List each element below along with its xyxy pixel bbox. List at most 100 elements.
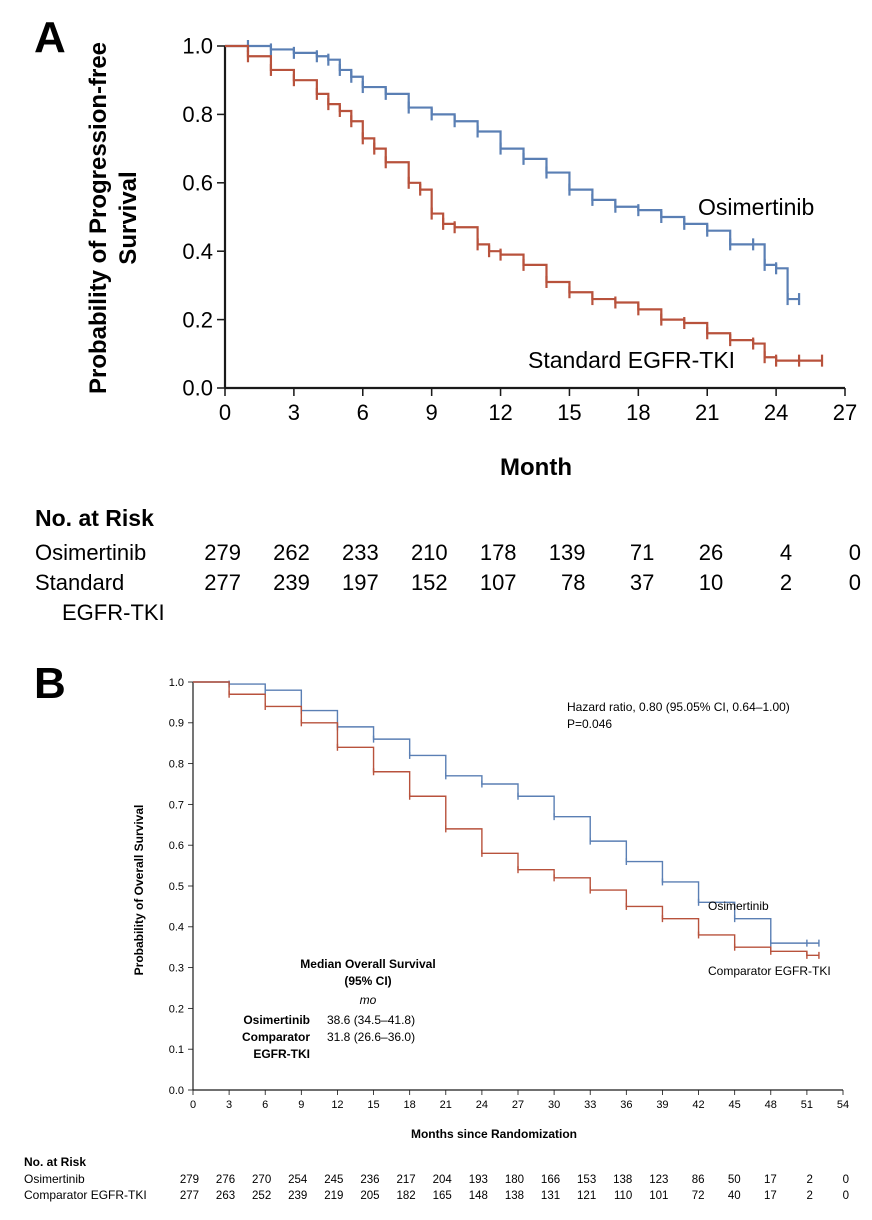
series-label-comparator-b: Comparator EGFR-TKI: [708, 964, 831, 978]
risk-value: 121: [577, 1190, 596, 1202]
x-tick-label: 24: [476, 1099, 488, 1111]
p-value-text: P=0.046: [567, 717, 612, 731]
y-tick-label: 0.1: [169, 1044, 184, 1056]
x-tick-label: 42: [692, 1099, 704, 1111]
y-tick-label: 0.4: [182, 239, 213, 264]
risk-value: 233: [342, 540, 379, 565]
series-line-comparator: [193, 681, 819, 957]
y-tick-label: 0.7: [169, 799, 184, 811]
panel-label-a: A: [34, 13, 66, 62]
chart-b: B Probability of Overall Survival 0.0 0.1…: [24, 659, 849, 1202]
risk-value: 263: [216, 1190, 235, 1202]
risk-value: 239: [288, 1190, 307, 1202]
series-label-osimertinib-b: Osimertinib: [708, 899, 769, 913]
x-tick-label: 6: [357, 400, 369, 425]
risk-value: 40: [728, 1190, 741, 1202]
y-tick-label: 0.2: [182, 307, 213, 332]
y-tick-label: 0.0: [182, 376, 213, 401]
risk-label-standard-a-line2: EGFR-TKI: [62, 600, 165, 625]
risk-title-b: No. at Risk: [24, 1155, 86, 1169]
risk-value: 139: [549, 540, 586, 565]
risk-value: 166: [541, 1174, 560, 1186]
risk-value: 178: [480, 540, 517, 565]
risk-value: 131: [541, 1190, 560, 1202]
median-label-comparator-line2: EGFR-TKI: [253, 1047, 310, 1061]
risk-value: 2: [806, 1174, 812, 1186]
x-tick-label: 33: [584, 1099, 596, 1111]
x-tick-label: 0: [219, 400, 231, 425]
y-axis-label-a-line2: Survival: [115, 171, 142, 264]
risk-value: 17: [764, 1190, 777, 1202]
risk-value: 110: [614, 1190, 632, 1202]
x-tick-label: 15: [367, 1099, 379, 1111]
y-tick-label: 1.0: [169, 677, 184, 689]
risk-value: 78: [561, 570, 585, 595]
risk-label-osimertinib-a: Osimertinib: [35, 540, 146, 565]
risk-value: 37: [630, 570, 654, 595]
x-tick-label: 18: [404, 1099, 416, 1111]
y-tick-label: 0.8: [169, 758, 184, 770]
y-tick-label: 0.3: [169, 962, 184, 974]
x-tick-label: 12: [331, 1099, 343, 1111]
risk-value: 270: [252, 1174, 271, 1186]
y-tick-label: 0.9: [169, 718, 184, 730]
risk-value: 252: [252, 1190, 271, 1202]
x-tick-label: 45: [729, 1099, 741, 1111]
panel-label-b: B: [34, 659, 66, 708]
risk-value: 138: [505, 1190, 524, 1202]
risk-value: 138: [613, 1174, 632, 1186]
y-tick-label: 0.0: [169, 1085, 184, 1097]
x-tick-label: 0: [190, 1099, 196, 1111]
risk-value: 26: [699, 540, 723, 565]
hazard-ratio-text: Hazard ratio, 0.80 (95.05% CI, 0.64–1.00…: [567, 700, 790, 714]
risk-value: 152: [411, 570, 448, 595]
y-tick-label: 1.0: [182, 34, 213, 59]
risk-value: 4: [780, 540, 792, 565]
risk-value: 10: [699, 570, 723, 595]
risk-value: 210: [411, 540, 448, 565]
risk-value: 197: [342, 570, 379, 595]
risk-label-osimertinib-b: Osimertinib: [24, 1172, 85, 1186]
risk-value: 193: [469, 1174, 488, 1186]
risk-value: 277: [204, 570, 241, 595]
risk-value: 107: [480, 570, 517, 595]
x-tick-label: 27: [833, 400, 857, 425]
median-label-comparator: Comparator: [242, 1030, 310, 1044]
x-tick-label: 54: [837, 1099, 849, 1111]
risk-value: 2: [780, 570, 792, 595]
x-tick-label: 6: [262, 1099, 268, 1111]
risk-value: 101: [649, 1190, 668, 1202]
x-tick-label: 9: [298, 1099, 304, 1111]
risk-value: 279: [204, 540, 241, 565]
risk-title-a: No. at Risk: [35, 505, 154, 531]
median-unit: mo: [360, 993, 377, 1007]
risk-value: 0: [843, 1174, 849, 1186]
risk-table-b: 279 276 270 254 245 236 217 204 193 180 166 153 138 1…: [180, 1174, 849, 1202]
series-label-standard-a: Standard EGFR-TKI: [528, 347, 735, 373]
x-tick-label: 39: [656, 1099, 668, 1111]
risk-value: 245: [324, 1174, 343, 1186]
x-tick-label: 36: [620, 1099, 632, 1111]
x-tick-label: 48: [765, 1099, 777, 1111]
risk-value: 72: [692, 1190, 705, 1202]
axes-b: 0.00.10.20.30.40.50.60.70.80.91.00 3 6 9 12 1…: [169, 677, 849, 1111]
risk-value: 205: [360, 1190, 379, 1202]
risk-value: 0: [843, 1190, 849, 1202]
risk-value: 153: [577, 1174, 596, 1186]
y-axis-label-a-line1: Probability of Progression-free: [85, 42, 112, 394]
risk-value: 182: [396, 1190, 415, 1202]
median-title-line1: Median Overall Survival: [300, 957, 435, 971]
y-axis-label-b: Probability of Overall Survival: [132, 805, 146, 976]
risk-value: 86: [692, 1174, 705, 1186]
risk-value: 148: [469, 1190, 488, 1202]
median-value-comparator: 31.8 (26.6–36.0): [327, 1030, 415, 1044]
risk-value: 17: [764, 1174, 777, 1186]
risk-value: 71: [630, 540, 654, 565]
series-line-osimertinib: [193, 681, 819, 944]
risk-value: 277: [180, 1190, 199, 1202]
risk-value: 0: [849, 540, 861, 565]
risk-label-comparator-b: Comparator EGFR-TKI: [24, 1188, 147, 1202]
x-axis-label-a: Month: [500, 454, 572, 481]
x-tick-label: 3: [288, 400, 300, 425]
